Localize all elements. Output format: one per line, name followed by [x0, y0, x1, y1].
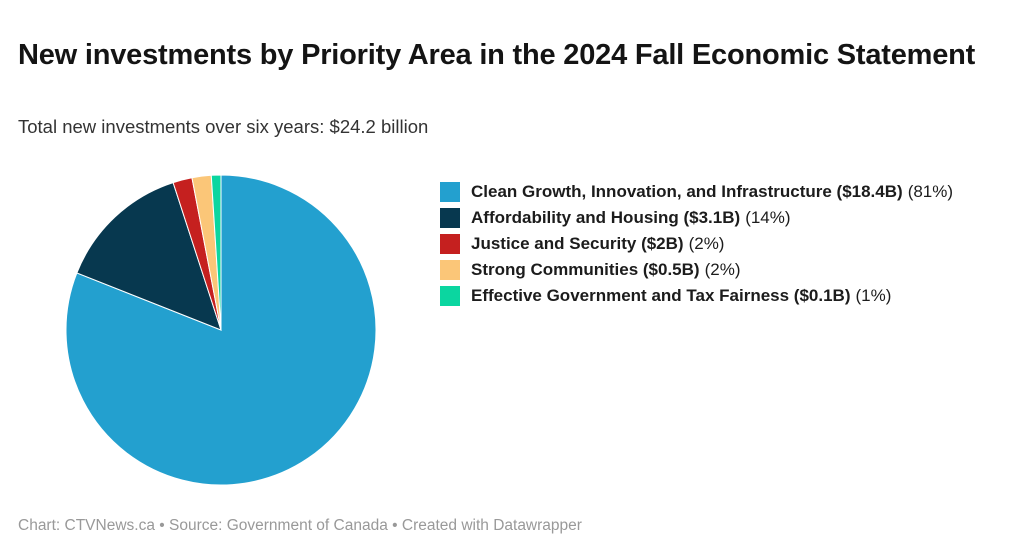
legend-swatch-justice-security [440, 234, 460, 254]
legend-label-bold: Effective Government and Tax Fairness ($… [471, 286, 851, 305]
legend-label-bold: Affordability and Housing ($3.1B) [471, 208, 741, 227]
chart-subtitle: Total new investments over six years: $2… [18, 116, 429, 137]
legend-item-justice-security: Justice and Security ($2B) (2%) [440, 234, 1015, 254]
legend-label-bold: Justice and Security ($2B) [471, 234, 684, 253]
legend-label-pct: (1%) [855, 286, 892, 305]
legend-label-pct: (81%) [907, 182, 954, 201]
legend-label-bold: Clean Growth, Innovation, and Infrastruc… [471, 182, 903, 201]
legend-label: Affordability and Housing ($3.1B) (14%) [471, 208, 791, 228]
legend-label-pct: (14%) [745, 208, 791, 227]
legend-swatch-clean-growth [440, 182, 460, 202]
pie-svg [65, 174, 377, 486]
legend-label-bold: Strong Communities ($0.5B) [471, 260, 700, 279]
legend-item-clean-growth: Clean Growth, Innovation, and Infrastruc… [440, 182, 1015, 202]
legend-label-pct: (2%) [704, 260, 741, 279]
legend: Clean Growth, Innovation, and Infrastruc… [440, 182, 1015, 312]
legend-item-affordability-housing: Affordability and Housing ($3.1B) (14%) [440, 208, 1015, 228]
legend-swatch-strong-communities [440, 260, 460, 280]
legend-label: Justice and Security ($2B) (2%) [471, 234, 724, 254]
chart-title: New investments by Priority Area in the … [18, 39, 976, 72]
legend-label-pct: (2%) [688, 234, 725, 253]
legend-swatch-affordability-housing [440, 208, 460, 228]
legend-label: Effective Government and Tax Fairness ($… [471, 286, 891, 306]
pie-chart [65, 174, 377, 486]
legend-swatch-effective-government [440, 286, 460, 306]
legend-item-effective-government: Effective Government and Tax Fairness ($… [440, 286, 1015, 306]
legend-item-strong-communities: Strong Communities ($0.5B) (2%) [440, 260, 1015, 280]
attribution-footer: Chart: CTVNews.ca • Source: Government o… [18, 517, 582, 534]
legend-label: Strong Communities ($0.5B) (2%) [471, 260, 741, 280]
legend-label: Clean Growth, Innovation, and Infrastruc… [471, 182, 953, 202]
pie-slice-effective-government-and-tax-fairness[interactable] [210, 174, 222, 331]
